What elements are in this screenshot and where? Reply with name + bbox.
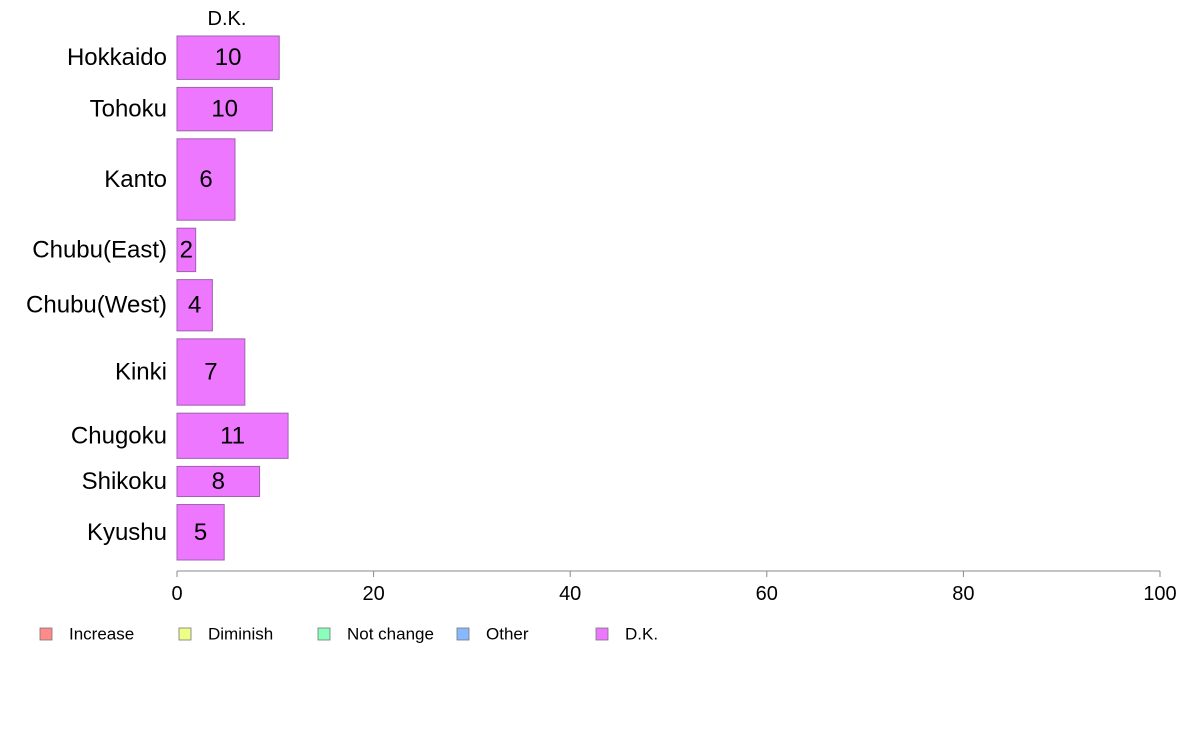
x-tick-label-60: 60 xyxy=(756,583,778,605)
bar-d-k-kanto xyxy=(176,138,236,221)
bars: 10 10 6 2 4 7 11 85 xyxy=(176,35,289,561)
value-label-kyushu: 5 xyxy=(194,519,207,546)
bar-d-k-shikoku xyxy=(176,465,261,498)
legend: Increase Diminish Not change Other D.K. xyxy=(39,625,658,644)
legend-swatch-d-k xyxy=(595,627,609,641)
value-label-chubu-east: 2 xyxy=(180,236,193,263)
bar-d-k-chugoku xyxy=(176,412,289,459)
legend-label-not-change: Not change xyxy=(347,625,434,644)
value-label-kanto: 6 xyxy=(199,166,212,193)
value-label-chubu-west: 4 xyxy=(188,292,201,319)
legend-label-other: Other xyxy=(486,625,529,644)
legend-swatch-increase xyxy=(39,627,53,641)
category-label-tohoku: Tohoku xyxy=(90,96,167,123)
x-tick-label-20: 20 xyxy=(362,583,384,605)
category-label-chugoku: Chugoku xyxy=(71,422,167,449)
legend-label-increase: Increase xyxy=(69,625,134,644)
value-label-kinki: 7 xyxy=(204,359,217,386)
x-tick-label-80: 80 xyxy=(952,583,974,605)
bar-d-k-kinki xyxy=(176,338,246,406)
category-label-kanto: Kanto xyxy=(104,166,167,193)
bar-d-k-kyushu xyxy=(176,504,225,561)
category-labels: Hokkaido Tohoku Kanto Chubu(East) Chubu(West… xyxy=(26,8,246,546)
value-label-hokkaido: 10 xyxy=(215,44,242,71)
x-axis: 0 20 40 60 80 100 xyxy=(171,570,1177,605)
x-tick-label-100: 100 xyxy=(1143,583,1176,605)
category-label-kyushu: Kyushu xyxy=(87,519,167,546)
category-label-chubu-west: Chubu(West) xyxy=(26,292,167,319)
category-label-chubu-east: Chubu(East) xyxy=(32,236,167,263)
category-label-shikoku: Shikoku xyxy=(82,468,167,495)
bar-d-k-hokkaido xyxy=(176,35,280,80)
bar-d-k-tohoku xyxy=(176,86,273,132)
legend-label-d-k: D.K. xyxy=(625,625,658,644)
legend-swatch-not-change xyxy=(317,627,331,641)
value-label-chugoku: 11 xyxy=(220,422,245,449)
category-label-hokkaido: Hokkaido xyxy=(67,44,167,71)
value-label-tohoku: 10 xyxy=(211,96,238,123)
x-tick-label-0: 0 xyxy=(171,583,182,605)
legend-swatch-diminish xyxy=(178,627,192,641)
category-label-kinki: Kinki xyxy=(115,359,167,386)
value-label-shikoku: 8 xyxy=(212,468,225,495)
legend-swatch-other xyxy=(456,627,470,641)
x-tick-label-40: 40 xyxy=(559,583,581,605)
bar-d-k-chubu-east xyxy=(176,227,197,273)
series-title-d-k: D.K. xyxy=(208,8,247,30)
bar-d-k-chubu-west xyxy=(176,279,213,332)
legend-label-diminish: Diminish xyxy=(208,625,273,644)
